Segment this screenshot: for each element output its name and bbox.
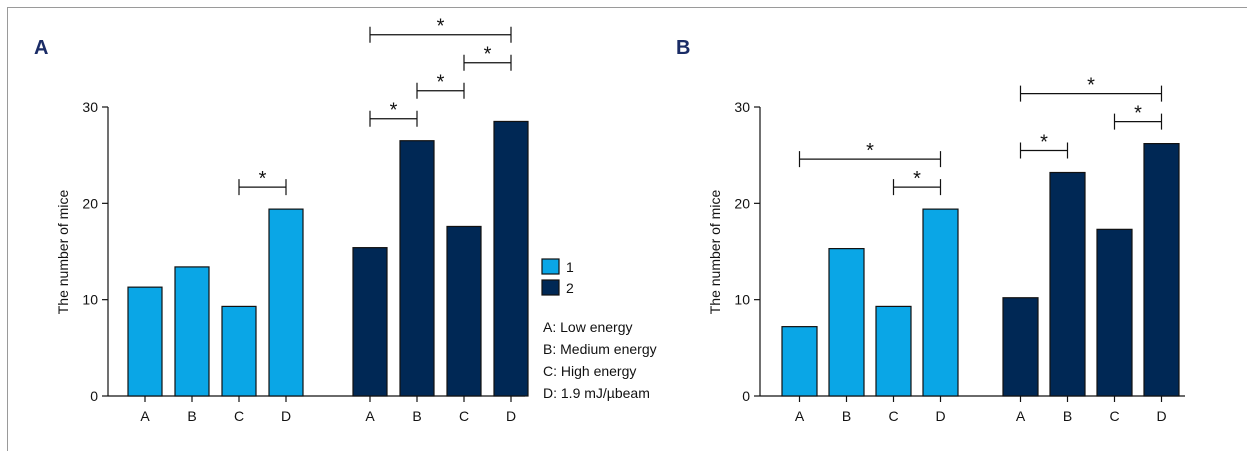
panel-a-x-tick-label: C: [459, 408, 469, 424]
panel-a-bar-series-2-b: [399, 140, 435, 397]
panel-a-x-tick-label: D: [506, 408, 516, 424]
panel-a-bar-series-1-c: [221, 305, 257, 397]
panel-a-y-tick-label: 20: [82, 195, 98, 211]
panel-b-bar-series-1-a: [781, 326, 818, 397]
panel-b-y-tick-label: 10: [734, 292, 750, 308]
panel-a-significance-star: *: [259, 168, 267, 190]
legend-key-b: B: Medium energy: [543, 341, 657, 357]
panel-b-significance-bracket: [1113, 113, 1163, 130]
panel-b-significance-bracket: [1019, 85, 1163, 102]
panel-a-bar-series-1-b: [174, 266, 210, 397]
panel-b-significance-star: *: [866, 140, 874, 162]
panel-b-x-tick-label: B: [1063, 408, 1072, 424]
panel-a-significance-star: *: [390, 100, 398, 122]
legend-swatch-series-1: [541, 258, 560, 275]
panel-b-x-tick-label: D: [935, 408, 945, 424]
panel-b-bar-series-1-c: [875, 305, 912, 397]
panel-a-y-axis-label: The number of mice: [55, 190, 71, 315]
panel-b: B The number of mice 0 10 20 30 A B C D A B C D * * * *…: [676, 37, 1185, 424]
panel-a-significance-bracket: [463, 54, 512, 71]
panel-b-significance-bracket: [1019, 142, 1069, 159]
panel-a-y-tick-label: 30: [82, 99, 98, 115]
panel-a-significance-star: *: [484, 44, 492, 66]
panel-b-x-tick-label: A: [1016, 408, 1026, 424]
figure-border: [7, 7, 1247, 451]
panel-a-x-tick-label: A: [140, 408, 150, 424]
panel-b-y-tick-label: 30: [734, 99, 750, 115]
panel-b-bar-series-1-b: [828, 248, 865, 397]
panel-a-x-tick-label: D: [281, 408, 291, 424]
panel-b-y-axis-label: The number of mice: [707, 190, 723, 315]
panel-a-y-tick-label: 0: [90, 388, 98, 404]
panel-b-plot: 0 10 20 30 A B C D A B C D * * * * *: [734, 75, 1185, 424]
panel-b-bar-series-2-d: [1143, 143, 1180, 397]
panel-a-letter: A: [34, 37, 48, 59]
panel-b-significance-bracket: [798, 151, 942, 168]
panel-a-plot: 0 10 20 30 A B C D A B C D * * * * *: [82, 16, 529, 424]
panel-b-bar-series-2-b: [1049, 171, 1086, 397]
panel-a-significance-bracket: [369, 110, 418, 127]
panel-a-x-tick-label: B: [412, 408, 421, 424]
legend-key-a: A: Low energy: [543, 319, 633, 335]
panel-a-x-tick-label: B: [187, 408, 196, 424]
panel-a-significance-star: *: [437, 72, 445, 94]
panel-a-x-tick-label: C: [234, 408, 244, 424]
legend-key-c: C: High energy: [543, 363, 636, 379]
legend: 1 2 A: Low energy B: Medium energy C: Hi…: [541, 258, 657, 401]
panel-b-significance-bracket: [892, 179, 942, 196]
panel-a-bar-series-2-c: [446, 225, 482, 397]
legend-swatch-series-2: [541, 279, 560, 296]
panel-b-significance-star: *: [1040, 132, 1048, 154]
panel-b-x-tick-label: C: [1109, 408, 1119, 424]
panel-b-x-tick-label: D: [1156, 408, 1166, 424]
panel-a-bar-series-1-d: [268, 208, 304, 397]
panel-a-significance-bracket: [416, 82, 465, 99]
panel-a-significance-bracket: [238, 179, 287, 196]
panel-b-letter: B: [676, 37, 690, 59]
panel-b-y-tick-label: 0: [742, 388, 750, 404]
panel-b-bar-series-2-c: [1096, 228, 1133, 397]
panel-a-bar-series-2-a: [352, 247, 388, 397]
panel-a: A The number of mice 0 10 20 30 A B C D A B C D * * * *…: [34, 16, 529, 424]
panel-a-x-tick-label: A: [365, 408, 375, 424]
panel-b-x-tick-label: A: [795, 408, 805, 424]
panel-b-x-tick-label: C: [888, 408, 898, 424]
panel-b-bar-series-2-a: [1002, 297, 1039, 397]
panel-b-y-tick-label: 20: [734, 195, 750, 211]
panel-b-x-tick-label: B: [842, 408, 851, 424]
panel-b-significance-star: *: [913, 168, 921, 190]
legend-label-series-2: 2: [566, 280, 574, 296]
legend-key-d: D: 1.9 mJ/µbeam: [543, 385, 650, 401]
panel-a-bar-series-2-d: [493, 120, 529, 397]
panel-b-bar-series-1-d: [922, 208, 959, 397]
panel-b-significance-star: *: [1134, 103, 1142, 125]
panel-a-significance-star: *: [437, 16, 445, 38]
panel-a-y-tick-label: 10: [82, 292, 98, 308]
panel-b-significance-star: *: [1087, 75, 1095, 97]
panel-a-significance-bracket: [369, 26, 512, 43]
legend-label-series-1: 1: [566, 259, 574, 275]
panel-a-bar-series-1-a: [127, 286, 163, 397]
